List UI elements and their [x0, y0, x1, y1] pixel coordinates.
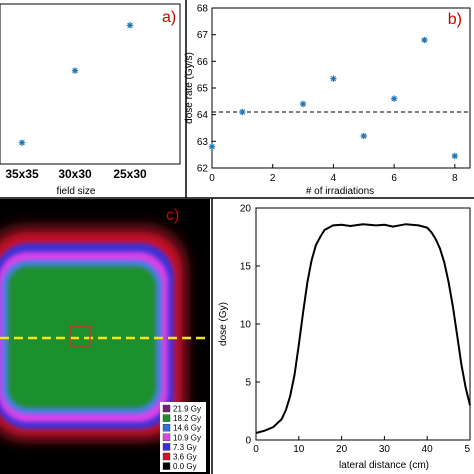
panel-b-xtick-label: 0: [209, 173, 215, 184]
panel-b-frame: [211, 7, 471, 169]
legend-label: 18.2 Gy: [173, 414, 201, 423]
panel-d-ytick-label: 20: [240, 204, 252, 215]
legend-swatch: [162, 452, 171, 461]
legend-label: 3.6 Gy: [173, 453, 197, 462]
panel-d-ytick-label: 10: [240, 320, 252, 331]
panel-a-point: [71, 67, 79, 74]
panel-d-frame: [255, 207, 471, 441]
panel-b-point: [239, 108, 246, 116]
panel-b-ylabel: dose rate (Gy/s): [184, 52, 195, 124]
panel-a-point: [18, 139, 26, 146]
panel-b-ytick-label: 63: [197, 137, 209, 148]
legend-swatch: [162, 443, 171, 451]
panel-a-letter: a): [162, 9, 176, 26]
panel-a-xlabel: field size: [57, 186, 96, 197]
panel-b-xtick-label: 6: [391, 173, 397, 184]
panel-a-category-label: 25x30: [113, 167, 147, 181]
panel-b-xtick-label: 8: [452, 173, 458, 184]
panel-d-xlabel: lateral distance (cm): [339, 460, 429, 471]
panel-d-ylabel: dose (Gy): [218, 302, 229, 346]
legend-swatch: [162, 414, 171, 422]
panel-a-category-label: 35x35: [5, 167, 39, 181]
roi-box: [69, 325, 91, 347]
panel-d-xtick-label: 0: [253, 444, 259, 455]
panel-d-xtick-label: 20: [336, 444, 348, 455]
panel-b-ytick-label: 64: [197, 110, 209, 121]
legend-label: 0.0 Gy: [173, 462, 197, 471]
legend-label: 21.9 Gy: [173, 405, 201, 414]
panel-b-point: [421, 36, 428, 44]
panel-d-xtick-label: 10: [293, 444, 305, 455]
legend-label: 7.3 Gy: [173, 443, 197, 452]
panel-b-ytick-label: 65: [197, 84, 209, 95]
panel-b-xtick-label: 2: [270, 173, 276, 184]
panel-b-xlabel: # of irradiations: [306, 186, 374, 197]
panel-b-ytick-label: 62: [197, 164, 209, 175]
legend-swatch: [162, 433, 171, 441]
dose-map: [0, 222, 190, 444]
dose-profile-line: [255, 223, 471, 434]
panel-b-xtick-label: 4: [331, 173, 337, 184]
panel-b-marks: [208, 36, 459, 160]
panel-b-point: [360, 132, 367, 140]
panel-a-frame: [0, 3, 181, 165]
panel-d-xtick-label: 30: [379, 444, 391, 455]
panel-a: a) 35x35 30x30 25x30 field size: [0, 3, 181, 197]
panel-c-letter: c): [166, 207, 179, 224]
panel-a-point: [126, 22, 134, 29]
panel-b-point: [299, 100, 307, 108]
panel-d-ytick-label: 0: [245, 436, 251, 447]
panel-b-point: [330, 75, 337, 82]
legend-swatch: [162, 462, 171, 470]
panel-b-yaxis: 62 63 64 65 66 67 68: [197, 4, 216, 175]
panel-d-xtick-label: 40: [422, 444, 434, 455]
dose-band-18-2: [8, 266, 156, 408]
panel-d-xtick-label: 5: [464, 444, 470, 455]
panel-a-category-label: 30x30: [58, 167, 92, 181]
panel-b-xaxis: 0 2 4 6 8: [209, 164, 458, 184]
panel-b-ytick-label: 66: [197, 57, 209, 68]
legend-swatch: [162, 404, 171, 413]
panel-b-ytick-label: 67: [197, 30, 209, 41]
panel-a-marks: [18, 22, 134, 146]
legend-label: 14.6 Gy: [173, 424, 201, 433]
panel-d: 0 5 10 15 20 0 10 20 30 40 5 dose (Gy) lateral di…: [218, 204, 471, 471]
panel-d-xaxis: 0 10 20 30 40 5: [253, 436, 471, 455]
panel-d-ytick-label: 5: [245, 378, 251, 389]
panel-b-point: [208, 143, 216, 150]
legend-label: 10.9 Gy: [173, 433, 201, 442]
panel-b-point: [451, 152, 459, 160]
panel-d-ytick-label: 15: [240, 262, 252, 273]
panel-b-letter: b): [448, 11, 462, 28]
panel-b-point: [390, 95, 398, 102]
legend-swatch: [162, 424, 171, 432]
panel-d-yaxis: 0 5 10 15 20: [240, 204, 260, 447]
panel-b-ytick-label: 68: [197, 4, 209, 15]
